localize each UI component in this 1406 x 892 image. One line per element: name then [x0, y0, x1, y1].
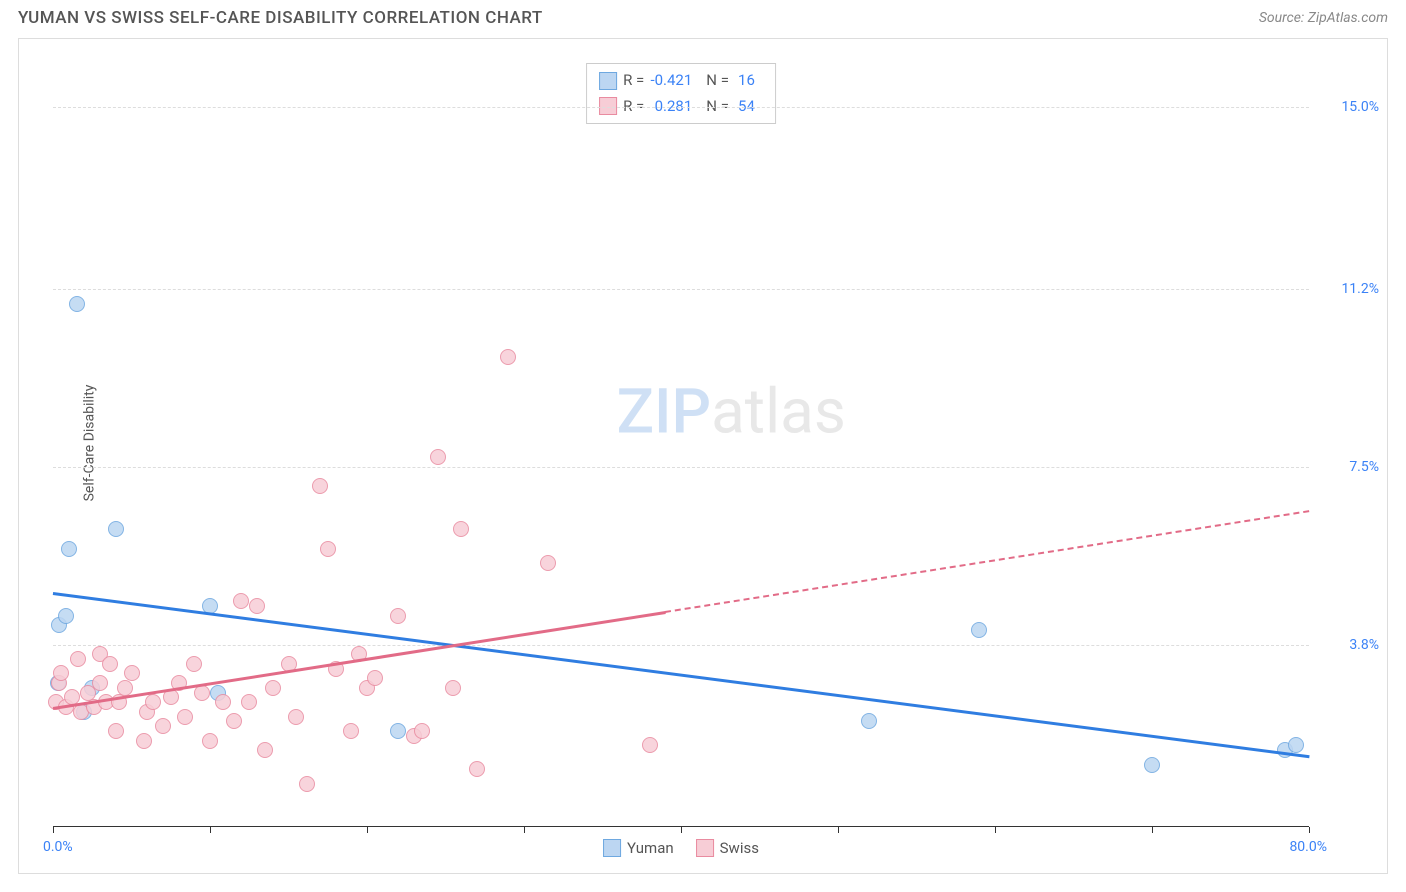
chart-container: ZIPatlas Self-Care Disability 0.0% 80.0%…	[18, 38, 1388, 874]
x-axis-max-label: 80.0%	[1289, 839, 1327, 855]
stat-n-label: N =	[706, 68, 729, 94]
plot-area: ZIPatlas Self-Care Disability 0.0% 80.0%…	[53, 59, 1309, 827]
grid-line	[53, 467, 1309, 468]
legend-swatch	[603, 839, 621, 857]
x-tick	[210, 827, 211, 833]
legend-item: Yuman	[603, 839, 674, 857]
data-point	[136, 733, 152, 749]
data-point	[70, 651, 86, 667]
data-point	[861, 713, 877, 729]
data-point	[202, 733, 218, 749]
correlation-legend: R =-0.421N =16R =0.281N =54	[586, 63, 776, 124]
x-tick	[681, 827, 682, 833]
y-axis-label: Self-Care Disability	[81, 385, 97, 502]
grid-line	[53, 289, 1309, 290]
data-point	[430, 449, 446, 465]
data-point	[69, 296, 85, 312]
x-tick	[995, 827, 996, 833]
data-point	[108, 521, 124, 537]
stat-r-label: R =	[623, 68, 644, 94]
data-point	[453, 521, 469, 537]
y-tick-label: 15.0%	[1319, 99, 1379, 115]
data-point	[249, 598, 265, 614]
y-tick-label: 3.8%	[1319, 637, 1379, 653]
trend-line	[665, 510, 1309, 613]
y-tick-label: 7.5%	[1319, 459, 1379, 475]
data-point	[215, 694, 231, 710]
x-tick	[53, 827, 54, 833]
data-point	[117, 680, 133, 696]
grid-line	[53, 645, 1309, 646]
data-point	[445, 680, 461, 696]
data-point	[92, 675, 108, 691]
data-point	[108, 723, 124, 739]
data-point	[155, 718, 171, 734]
x-tick	[524, 827, 525, 833]
data-point	[265, 680, 281, 696]
x-tick	[367, 827, 368, 833]
data-point	[1144, 757, 1160, 773]
data-point	[53, 665, 69, 681]
data-point	[414, 723, 430, 739]
x-tick	[838, 827, 839, 833]
data-point	[102, 656, 118, 672]
watermark: ZIPatlas	[617, 376, 846, 449]
data-point	[288, 709, 304, 725]
legend-row: R = -0.421 N = 16	[599, 68, 763, 94]
data-point	[241, 694, 257, 710]
data-point	[390, 608, 406, 624]
data-point	[124, 665, 140, 681]
data-point	[58, 608, 74, 624]
data-point	[320, 541, 336, 557]
y-tick-label: 11.2%	[1319, 281, 1379, 297]
trend-line	[53, 592, 1309, 758]
data-point	[540, 555, 556, 571]
x-tick	[1309, 827, 1310, 833]
data-point	[61, 541, 77, 557]
series-legend: Yuman Swiss	[603, 839, 759, 857]
data-point	[299, 776, 315, 792]
data-point	[642, 737, 658, 753]
data-point	[233, 593, 249, 609]
data-point	[469, 761, 485, 777]
data-point	[367, 670, 383, 686]
x-tick	[1152, 827, 1153, 833]
legend-label: Swiss	[720, 839, 759, 857]
legend-swatch	[696, 839, 714, 857]
data-point	[1288, 737, 1304, 753]
data-point	[971, 622, 987, 638]
header: YUMAN VS SWISS SELF-CARE DISABILITY CORR…	[0, 0, 1406, 34]
legend-swatch	[599, 72, 617, 90]
grid-line	[53, 107, 1309, 108]
data-point	[145, 694, 161, 710]
data-point	[257, 742, 273, 758]
stat-r-value: -0.421	[650, 68, 700, 94]
data-point	[312, 478, 328, 494]
chart-title: YUMAN VS SWISS SELF-CARE DISABILITY CORR…	[18, 8, 543, 28]
data-point	[500, 349, 516, 365]
stat-n-value: 16	[735, 68, 763, 94]
legend-label: Yuman	[627, 839, 674, 857]
data-point	[390, 723, 406, 739]
legend-item: Swiss	[696, 839, 759, 857]
source-credit: Source: ZipAtlas.com	[1259, 10, 1388, 26]
data-point	[343, 723, 359, 739]
x-axis-min-label: 0.0%	[43, 839, 73, 855]
data-point	[186, 656, 202, 672]
data-point	[226, 713, 242, 729]
data-point	[177, 709, 193, 725]
